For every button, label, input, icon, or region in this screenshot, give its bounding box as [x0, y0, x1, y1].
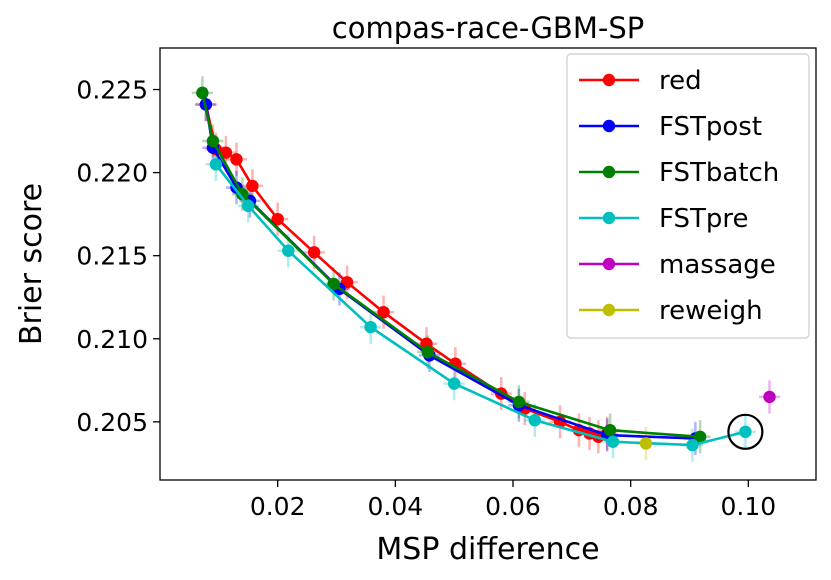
- legend-marker-fstpre: [602, 211, 616, 225]
- series-line-red: [204, 104, 608, 439]
- legend-marker-fstbatch: [602, 165, 616, 179]
- point-fstpre: [282, 244, 295, 257]
- point-fstbatch: [236, 188, 249, 201]
- legend-label-red: red: [659, 66, 702, 96]
- plot-frame: [159, 47, 817, 481]
- point-fstpre: [528, 413, 541, 427]
- point-red: [230, 153, 243, 166]
- highlight-circle: [727, 413, 764, 450]
- legend-label-reweigh: reweigh: [659, 296, 763, 326]
- point-fstbatch: [196, 86, 209, 100]
- point-fstpre: [209, 158, 223, 171]
- y-tick-label: 0.215: [76, 242, 148, 271]
- legend-marker-fstpost: [602, 119, 616, 133]
- legend-label-massage: massage: [659, 250, 776, 280]
- chart-title: compas-race-GBM-SP: [332, 11, 644, 45]
- y-tick-label: 0.210: [76, 325, 148, 354]
- point-fstpre: [606, 435, 620, 448]
- point-fstpre: [364, 320, 377, 334]
- x-tick-label: 0.06: [485, 492, 541, 521]
- legend: red FSTpost FSTbatch FSTpre massage reweigh: [566, 53, 810, 339]
- point-fstpre: [739, 425, 752, 439]
- y-tick-label: 0.220: [76, 159, 148, 188]
- point-fstbatch: [603, 423, 617, 437]
- legend-label-fstpost: FSTpost: [659, 112, 762, 142]
- point-red: [219, 146, 233, 159]
- x-tick-label: 0.10: [721, 492, 777, 521]
- point-fstbatch: [421, 345, 434, 359]
- x-tick-label: 0.08: [603, 492, 659, 521]
- point-fstbatch: [512, 395, 526, 409]
- legend-label-fstpre: FSTpre: [659, 204, 749, 234]
- point-fstpre: [242, 199, 255, 213]
- point-massage: [763, 390, 776, 404]
- y-axis-label: Brier score: [14, 183, 49, 345]
- point-red: [307, 246, 321, 259]
- point-red: [271, 212, 284, 226]
- point-fstbatch: [693, 430, 707, 443]
- series-line-fstbatch: [201, 92, 701, 439]
- x-tick-label: 0.04: [368, 492, 424, 521]
- point-fstpre: [447, 377, 461, 390]
- point-reweigh: [639, 437, 653, 450]
- point-fstbatch: [206, 134, 220, 148]
- y-tick-label: 0.225: [76, 76, 148, 105]
- legend-marker-massage: [602, 257, 616, 271]
- point-fstbatch: [327, 277, 340, 291]
- x-tick-label: 0.02: [250, 492, 306, 521]
- point-red: [246, 179, 259, 193]
- legend-marker-reweigh: [602, 303, 616, 317]
- legend-marker-red: [602, 73, 616, 87]
- x-axis-label: MSP difference: [376, 532, 599, 567]
- point-fstpre: [686, 438, 699, 452]
- axis-ticks: 0.02 0.04 0.06 0.08 0.10 0.205 0.210 0.215 0.220…: [76, 76, 776, 521]
- plot-area: [191, 76, 781, 462]
- legend-label-fstbatch: FSTbatch: [659, 158, 779, 188]
- point-red: [377, 305, 390, 319]
- y-tick-label: 0.205: [76, 408, 148, 437]
